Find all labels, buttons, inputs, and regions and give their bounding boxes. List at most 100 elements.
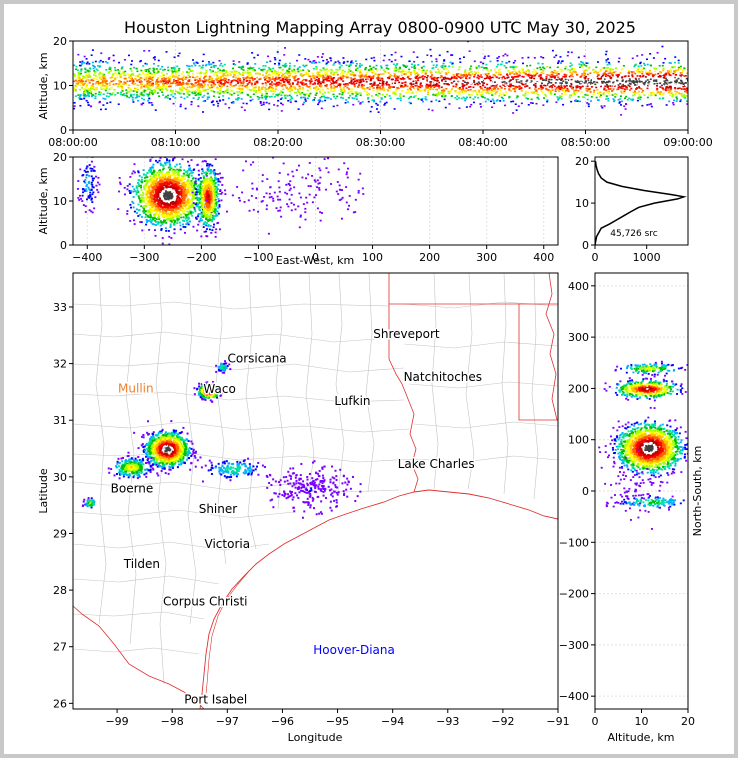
source-point (462, 56, 465, 59)
source-point (499, 89, 502, 91)
source-point (593, 68, 596, 71)
source-point (469, 85, 472, 88)
source-point (190, 174, 193, 177)
source-point (84, 95, 87, 98)
source-point (665, 79, 668, 81)
source-point (165, 95, 168, 98)
source-point (451, 62, 454, 65)
source-point (526, 79, 529, 82)
source-point (106, 62, 109, 64)
source-point (467, 82, 470, 84)
source-point (436, 79, 439, 82)
source-point (592, 93, 595, 96)
source-point (685, 95, 688, 97)
source-point (212, 80, 215, 82)
source-point (195, 201, 198, 204)
source-point (122, 83, 125, 85)
source-point (534, 84, 537, 87)
source-point (355, 98, 358, 101)
source-point (421, 100, 424, 103)
source-point (203, 79, 206, 81)
source-point (581, 79, 584, 82)
source-point (168, 79, 171, 81)
source-point (164, 77, 167, 80)
source-point (164, 88, 167, 90)
source-point (509, 82, 512, 84)
source-point (680, 88, 683, 90)
source-point (599, 77, 602, 80)
source-point (325, 85, 328, 88)
source-point (334, 81, 337, 83)
source-point (284, 65, 287, 68)
source-point (171, 76, 174, 78)
source-point (77, 75, 80, 77)
source-point (99, 71, 102, 74)
source-point (223, 83, 226, 85)
source-point (499, 100, 502, 102)
source-point (644, 64, 647, 67)
source-point (677, 67, 680, 70)
source-point (437, 85, 440, 87)
source-point (419, 82, 422, 84)
source-point (371, 77, 374, 79)
source-point (222, 73, 225, 75)
source-point (146, 93, 149, 96)
source-point (173, 228, 176, 231)
source-point (319, 92, 322, 94)
source-point (484, 73, 487, 75)
source-point (100, 88, 103, 90)
source-point (226, 89, 229, 91)
source-point (569, 75, 572, 77)
source-point (564, 67, 567, 70)
source-point (668, 85, 671, 88)
source-point (339, 77, 342, 80)
source-point (161, 189, 164, 192)
source-point (567, 68, 570, 71)
source-point (169, 89, 172, 91)
source-point (175, 171, 178, 173)
source-point (331, 77, 334, 80)
source-point (573, 91, 576, 94)
source-point (525, 85, 528, 87)
source-point (289, 62, 292, 65)
source-point (85, 58, 88, 60)
source-point (559, 82, 562, 84)
source-point (627, 71, 630, 74)
source-point (272, 87, 275, 90)
source-point (663, 74, 666, 77)
source-point (173, 232, 176, 235)
source-point (417, 64, 420, 66)
source-point (365, 58, 368, 61)
source-point (327, 79, 330, 82)
source-point (437, 84, 440, 86)
source-point (428, 84, 431, 87)
source-point (467, 89, 470, 91)
source-point (80, 98, 83, 100)
source-point (448, 92, 451, 95)
source-point (287, 88, 290, 90)
source-point (454, 90, 457, 92)
source-point (138, 81, 141, 83)
source-point (332, 81, 335, 84)
source-point (164, 82, 167, 84)
source-point (585, 87, 588, 90)
source-point (175, 180, 178, 182)
source-point (334, 97, 337, 100)
source-point (420, 66, 423, 69)
source-point (153, 58, 156, 61)
source-point (257, 72, 260, 75)
source-point (429, 48, 432, 51)
source-point (380, 98, 383, 100)
source-point (183, 87, 186, 89)
source-point (513, 88, 516, 90)
source-point (302, 96, 305, 99)
source-point (223, 80, 226, 83)
source-point (240, 106, 243, 109)
source-point (438, 69, 441, 72)
source-point (284, 47, 287, 49)
source-point (635, 78, 638, 81)
source-point (636, 92, 639, 94)
source-point (475, 72, 478, 75)
source-point (353, 74, 356, 77)
source-point (259, 78, 262, 80)
